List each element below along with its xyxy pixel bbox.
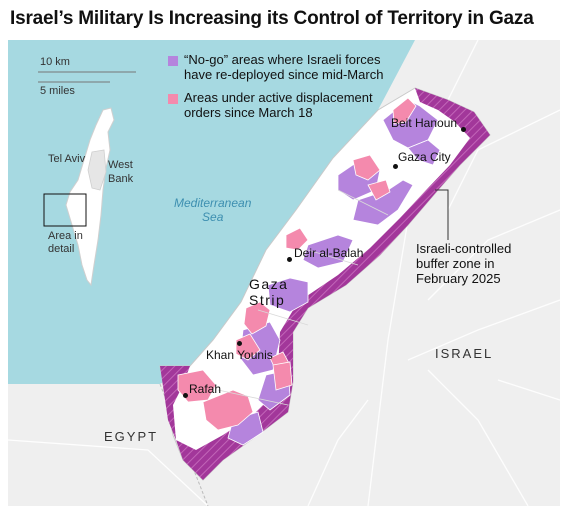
- mediterranean-sea-label: Mediterranean Sea: [174, 196, 252, 224]
- khan-younis-marker: [237, 341, 242, 346]
- khan-younis-label: Khan Younis: [206, 348, 273, 362]
- legend-displacement-text: Areas under active displacement orders s…: [184, 90, 373, 120]
- gaza-city-marker: [393, 164, 398, 169]
- scale-miles-label: 5 miles: [40, 85, 75, 97]
- israel-label: ISRAEL: [435, 346, 494, 361]
- inset-west-bank: [87, 149, 107, 191]
- deir-al-balah-label: Deir al-Balah: [294, 246, 364, 260]
- buffer-zone: [176, 88, 490, 480]
- gaza-city-label: Gaza City: [398, 150, 451, 164]
- beit-hanoun-marker: [461, 127, 466, 132]
- background-roads: [8, 40, 560, 506]
- inset-area-label: Area in detail: [48, 230, 83, 255]
- deir-al-balah-marker: [287, 257, 292, 262]
- rafah-label: Rafah: [189, 382, 222, 396]
- buffer-annotation-line: [435, 189, 449, 240]
- rafah-marker: [183, 393, 188, 398]
- scale-km-label: 10 km: [40, 56, 70, 68]
- beit-hanoun-label: Beit Hanoun: [391, 116, 458, 130]
- displacement-areas: [177, 97, 417, 431]
- legend-swatch-no-go: [168, 56, 178, 66]
- legend-swatch-displacement: [168, 94, 178, 104]
- district-lines: [217, 189, 389, 406]
- map-title: Israel’s Military Is Increasing its Cont…: [10, 8, 534, 29]
- inset-tel-aviv-label: Tel Aviv: [48, 153, 86, 165]
- legend-no-go-text: “No-go” areas where Israeli forces have …: [184, 52, 384, 82]
- inset-west-bank-label: West Bank: [108, 159, 134, 185]
- egypt-label: EGYPT: [104, 429, 159, 444]
- gaza-strip-label: Gaza Strip: [249, 276, 289, 308]
- gaza-map: [8, 40, 560, 506]
- buffer-zone-annotation: Israeli-controlled buffer zone in Februa…: [416, 241, 512, 286]
- area-in-detail-box: [43, 193, 87, 227]
